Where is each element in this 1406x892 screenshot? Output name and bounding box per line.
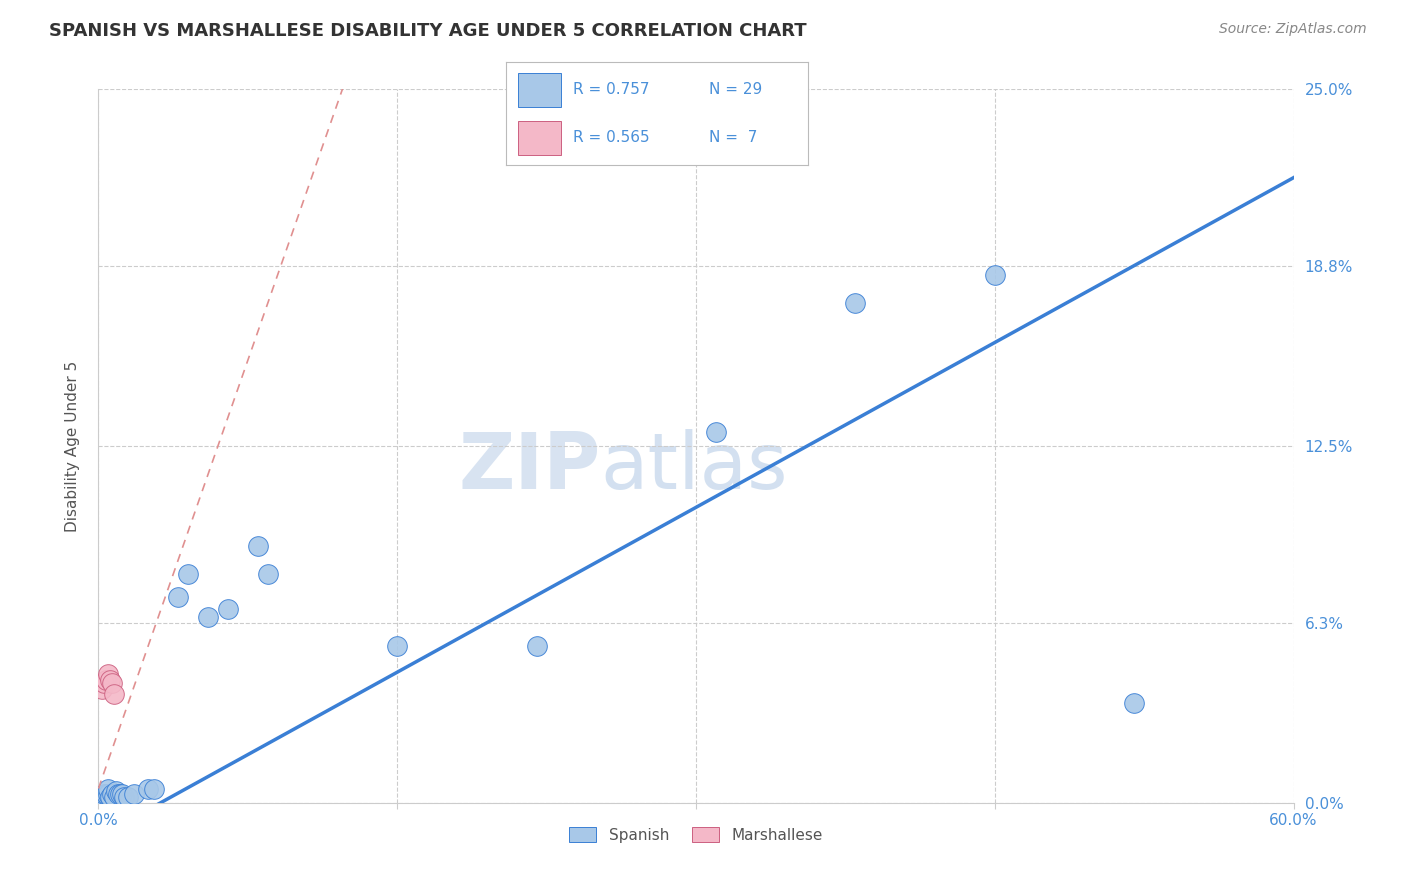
Point (98, 673, 122, 687)
Point (97, 781, 120, 796)
Point (91, 681, 114, 696)
Point (98, 790, 122, 805)
Text: SPANISH VS MARSHALLESE DISABILITY AGE UNDER 5 CORRELATION CHART: SPANISH VS MARSHALLESE DISABILITY AGE UN… (49, 22, 807, 40)
Point (143, 781, 166, 796)
Point (177, 567, 200, 582)
Text: N =  7: N = 7 (709, 130, 756, 145)
Point (101, 676, 124, 690)
Point (385, 639, 409, 653)
Point (97, 667, 120, 681)
Text: R = 0.565: R = 0.565 (572, 130, 650, 145)
FancyBboxPatch shape (519, 121, 561, 155)
Point (197, 610, 219, 624)
Text: atlas: atlas (600, 429, 787, 506)
Point (526, 639, 548, 653)
Y-axis label: Disability Age Under 5: Disability Age Under 5 (65, 360, 80, 532)
Text: Source: ZipAtlas.com: Source: ZipAtlas.com (1219, 22, 1367, 37)
Point (96, 673, 118, 687)
Text: N = 29: N = 29 (709, 81, 762, 96)
Point (984, 268, 1007, 282)
Point (167, 591, 190, 605)
Point (117, 790, 139, 805)
Legend: Spanish, Marshallese: Spanish, Marshallese (562, 821, 830, 848)
Point (105, 784, 128, 798)
Point (101, 787, 124, 801)
Point (704, 425, 727, 439)
Point (112, 790, 135, 805)
Point (110, 787, 132, 801)
Point (96, 787, 118, 801)
Point (91, 790, 114, 805)
Point (844, 296, 866, 310)
FancyBboxPatch shape (519, 73, 561, 106)
Point (246, 539, 269, 553)
Point (93, 787, 115, 801)
Point (103, 687, 125, 701)
Text: ZIP: ZIP (458, 429, 600, 506)
Point (136, 781, 159, 796)
Point (256, 567, 278, 582)
Point (124, 787, 146, 801)
Point (97, 787, 120, 801)
Point (103, 790, 125, 805)
Point (111, 787, 134, 801)
Point (1123, 696, 1146, 710)
Text: R = 0.757: R = 0.757 (572, 81, 650, 96)
Point (107, 787, 129, 801)
Point (217, 601, 239, 615)
Point (93, 676, 115, 690)
